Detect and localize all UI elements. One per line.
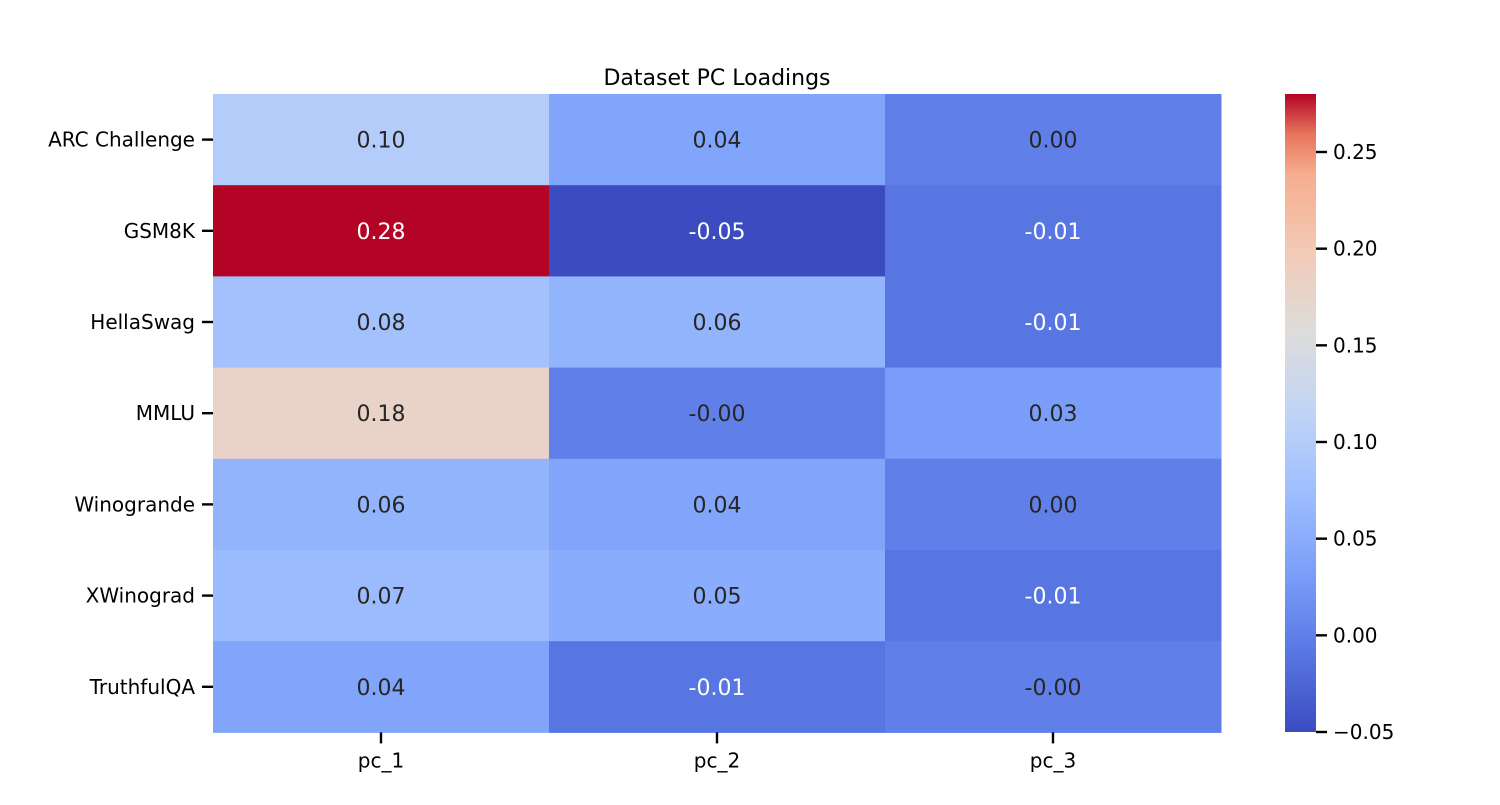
heatmap-cell [549,458,886,551]
row-tick-label: XWinograd [86,584,195,608]
heatmap-cell [885,185,1222,277]
colorbar-tick-label: 0.05 [1333,527,1378,551]
cell-value-label: -0.01 [689,676,746,701]
row-axis: ARC Challenge GSM8K HellaSwag MMLU Winogrand… [48,128,213,699]
colorbar-tick-label: 0.25 [1333,140,1378,164]
colorbar-tick-label: 0.00 [1333,623,1378,647]
row-tick-label: HellaSwag [90,310,195,334]
heatmap-cell [549,367,886,460]
row-tick-label: ARC Challenge [48,128,195,152]
heatmap-cell [885,367,1222,460]
heatmap-cell [885,276,1222,369]
heatmap-cell [213,185,550,277]
heatmap-cell [885,458,1222,551]
cell-value-label: -0.01 [1025,220,1082,245]
colorbar-tick-label: 0.15 [1333,333,1378,357]
column-tick-label: pc_2 [694,748,740,772]
cell-value-label: 0.28 [357,220,406,245]
heatmap-cell [549,641,886,733]
cell-value-label: 0.00 [1029,493,1078,518]
colorbar-tick-label: −0.05 [1333,720,1394,744]
cell-value-label: 0.00 [1029,129,1078,154]
cell-value-label: 0.04 [357,676,406,701]
cell-value-label: -0.00 [689,402,746,427]
cell-value-label: 0.04 [693,493,742,518]
cell-value-label: -0.00 [1025,676,1082,701]
row-tick-label: Winogrande [74,492,195,516]
heatmap-cell [213,94,550,186]
colorbar-tick-label: 0.20 [1333,237,1378,261]
colorbar [1285,94,1316,732]
heatmap-cell [549,276,886,369]
cell-value-label: 0.06 [357,493,406,518]
chart-title: Dataset PC Loadings [603,66,830,91]
cell-value-label: 0.07 [357,585,406,610]
cell-value-label: 0.18 [357,402,406,427]
cell-value-label: 0.03 [1029,402,1078,427]
column-tick-label: pc_1 [358,748,404,772]
cell-value-label: -0.05 [689,220,746,245]
heatmap-cells: 0.10 0.04 0.00 0.28 -0.05 -0.01 0.08 0.06 -0.01 0… [213,94,1222,733]
heatmap-cell [213,550,550,642]
cell-value-label: 0.08 [357,311,406,336]
heatmap-cell [213,276,550,369]
heatmap-cell [885,641,1222,733]
heatmap-cell [213,458,550,551]
cell-value-label: 0.04 [693,129,742,154]
heatmap-cell [213,367,550,460]
cell-value-label: 0.05 [693,585,742,610]
heatmap-cell [549,550,886,642]
column-axis: pc_1 pc_2 pc_3 [358,732,1076,772]
heatmap-cell [885,94,1222,186]
cell-value-label: 0.06 [693,311,742,336]
row-tick-label: GSM8K [124,219,196,243]
cell-value-label: -0.01 [1025,311,1082,336]
heatmap-cell [549,94,886,186]
cell-value-label: -0.01 [1025,585,1082,610]
cell-value-label: 0.10 [357,129,406,154]
colorbar-axis: −0.05 0.00 0.05 0.10 0.15 0.20 0.25 [1316,140,1394,744]
heatmap-cell [213,641,550,733]
heatmap-cell [885,550,1222,642]
row-tick-label: MMLU [136,401,195,425]
colorbar-tick-label: 0.10 [1333,430,1378,454]
heatmap-cell [549,185,886,277]
row-tick-label: TruthfulQA [89,675,196,699]
column-tick-label: pc_3 [1030,748,1076,772]
